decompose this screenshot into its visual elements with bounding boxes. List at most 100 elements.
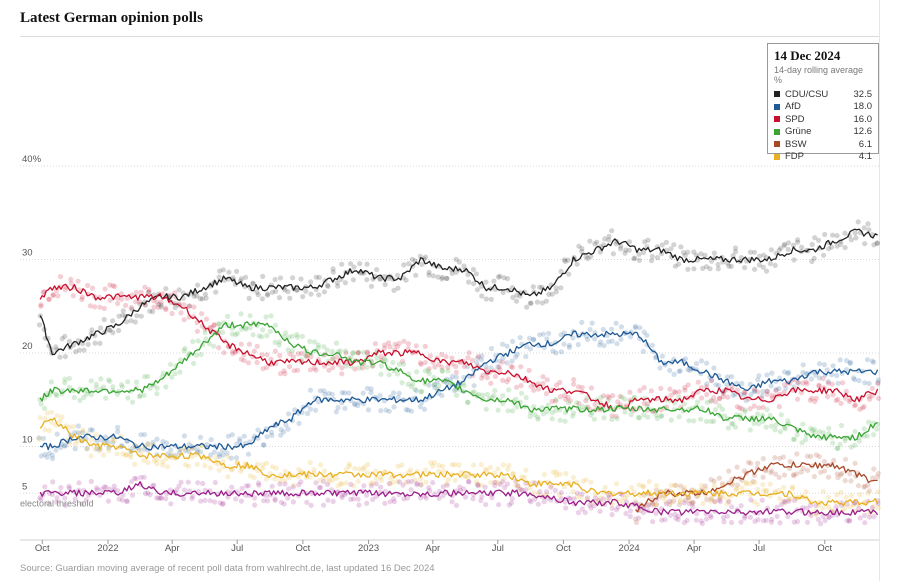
- poll-dot: [650, 502, 656, 508]
- poll-dot: [36, 436, 43, 442]
- legend-swatch: [774, 91, 780, 98]
- poll-dot: [800, 465, 806, 472]
- poll-dot: [628, 412, 634, 418]
- poll-dot: [532, 412, 538, 418]
- poll-dot: [475, 483, 481, 489]
- poll-dot: [704, 381, 710, 387]
- poll-dot: [856, 438, 863, 444]
- poll-dot: [570, 489, 576, 495]
- poll-dot: [88, 453, 94, 459]
- poll-dot: [119, 384, 125, 390]
- poll-dot: [513, 396, 519, 402]
- poll-dot: [263, 493, 270, 499]
- poll-dot: [120, 312, 126, 318]
- poll-dot: [342, 280, 348, 286]
- poll-dot: [368, 283, 375, 289]
- poll-dot: [748, 497, 754, 503]
- poll-dot: [842, 456, 849, 462]
- poll-dot: [720, 494, 726, 500]
- poll-dot: [216, 321, 222, 327]
- poll-dot: [513, 384, 520, 390]
- poll-dot: [776, 487, 782, 493]
- poll-dot: [700, 500, 706, 507]
- poll-dot: [825, 504, 832, 510]
- poll-dot: [40, 435, 47, 441]
- poll-dot: [264, 333, 270, 339]
- poll-dot: [785, 418, 791, 424]
- poll-dot: [717, 499, 724, 505]
- poll-dot: [378, 484, 384, 490]
- poll-dot: [767, 261, 774, 267]
- poll-dot: [737, 405, 743, 411]
- poll-dot: [335, 489, 341, 495]
- poll-dot: [871, 466, 877, 472]
- poll-dot: [373, 481, 379, 487]
- poll-dot: [517, 335, 523, 341]
- poll-dot: [617, 393, 623, 399]
- poll-dot: [272, 496, 278, 502]
- poll-dot: [831, 457, 837, 463]
- poll-dot: [208, 452, 214, 458]
- poll-dot: [324, 481, 331, 488]
- poll-dot: [605, 393, 611, 399]
- poll-dot: [357, 261, 363, 267]
- poll-dot: [752, 388, 758, 394]
- poll-dot: [772, 455, 778, 461]
- poll-dot: [720, 481, 726, 487]
- poll-dot: [782, 426, 789, 432]
- poll-dot: [316, 485, 322, 491]
- poll-dot: [106, 327, 112, 333]
- poll-dot: [522, 475, 528, 481]
- poll-dot: [866, 380, 872, 387]
- poll-dot: [87, 427, 94, 433]
- poll-dot: [816, 382, 822, 388]
- poll-dot: [449, 355, 455, 361]
- poll-dot: [260, 327, 266, 333]
- poll-dot: [160, 459, 166, 465]
- poll-dot: [500, 393, 506, 399]
- poll-dot: [359, 365, 366, 371]
- poll-dot: [120, 308, 126, 314]
- poll-dot: [46, 296, 52, 302]
- poll-dot: [622, 495, 628, 501]
- poll-dot: [75, 430, 81, 436]
- poll-dot: [457, 484, 463, 490]
- poll-dot: [88, 392, 94, 398]
- poll-dot: [330, 269, 336, 275]
- poll-dot: [342, 405, 348, 411]
- poll-dot: [63, 502, 69, 508]
- poll-dot: [583, 477, 589, 483]
- poll-dot: [355, 350, 361, 356]
- poll-dot: [588, 253, 594, 260]
- poll-dot: [515, 483, 521, 489]
- poll-dot: [557, 417, 563, 423]
- poll-dot: [423, 479, 429, 485]
- y-tick-label: 10: [22, 435, 33, 446]
- poll-dot: [40, 289, 46, 295]
- poll-dot: [474, 287, 480, 293]
- poll-dot: [50, 292, 56, 298]
- poll-dot: [488, 480, 494, 486]
- poll-dot: [232, 281, 238, 287]
- poll-dot: [374, 348, 380, 354]
- poll-dot: [649, 253, 656, 259]
- poll-dot: [364, 500, 370, 506]
- poll-dot: [155, 304, 161, 310]
- poll-dot: [579, 491, 585, 497]
- poll-dot: [335, 405, 341, 411]
- poll-dot: [504, 379, 510, 385]
- poll-dot: [606, 237, 612, 243]
- poll-dot: [561, 341, 567, 347]
- poll-dot: [42, 484, 48, 490]
- poll-dot: [199, 296, 205, 302]
- poll-dot: [98, 376, 104, 382]
- poll-dot: [80, 429, 86, 435]
- poll-dot: [396, 340, 402, 346]
- poll-dot: [875, 379, 881, 386]
- poll-dot: [269, 432, 275, 439]
- poll-dot: [804, 453, 811, 459]
- poll-dot: [243, 483, 249, 489]
- poll-dot: [361, 483, 367, 489]
- poll-dot: [308, 291, 314, 297]
- poll-dot: [552, 398, 559, 404]
